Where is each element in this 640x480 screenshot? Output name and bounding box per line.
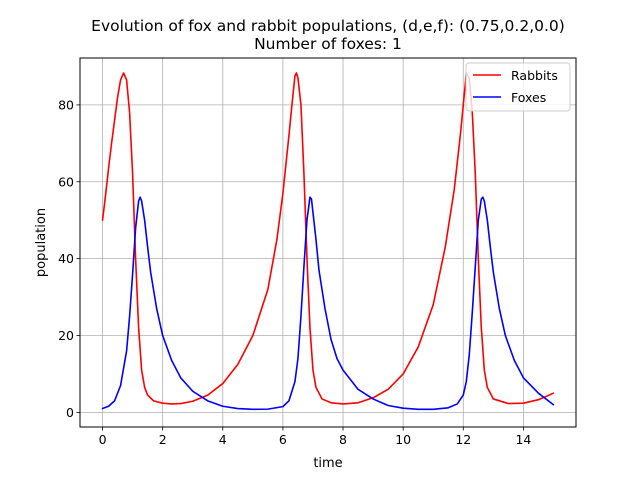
legend-label-rabbits: Rabbits — [511, 68, 558, 83]
x-axis-ticks: 0 2 4 6 8 10 12 14 — [99, 427, 531, 447]
y-tick-label: 60 — [58, 174, 74, 189]
y-axis-label: population — [34, 208, 49, 277]
legend: Rabbits Foxes — [465, 62, 571, 112]
y-axis-ticks: 0 20 40 60 80 — [58, 97, 80, 420]
y-tick-label: 80 — [58, 97, 74, 112]
grid — [80, 58, 576, 427]
y-tick-label: 40 — [58, 251, 74, 266]
legend-label-foxes: Foxes — [511, 90, 546, 105]
chart-subtitle: Number of foxes: 1 — [254, 35, 402, 53]
y-tick-label: 20 — [58, 328, 74, 343]
x-tick-label: 8 — [339, 432, 347, 447]
x-tick-label: 10 — [395, 432, 411, 447]
axes-frame — [79, 57, 577, 428]
x-axis-label: time — [313, 456, 342, 471]
series-line-foxes — [101, 196, 555, 411]
y-tick-label: 0 — [66, 405, 74, 420]
x-tick-label: 2 — [159, 432, 167, 447]
x-tick-label: 14 — [515, 432, 531, 447]
x-tick-label: 6 — [279, 432, 287, 447]
x-tick-label: 4 — [219, 432, 227, 447]
plot-area — [101, 72, 555, 411]
x-tick-label: 0 — [99, 432, 107, 447]
x-tick-label: 12 — [455, 432, 471, 447]
chart-title: Evolution of fox and rabbit populations,… — [91, 17, 565, 35]
